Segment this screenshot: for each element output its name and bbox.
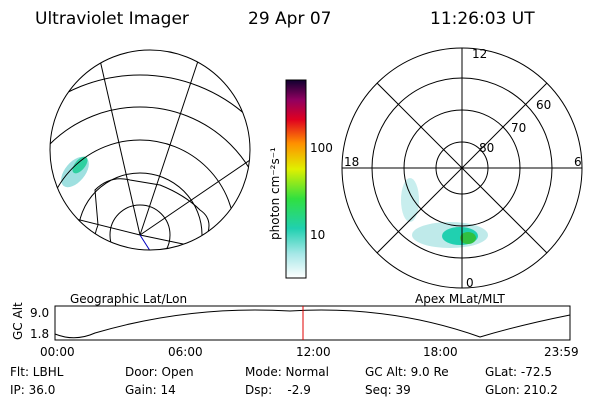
info-field: Door: Open <box>125 365 194 379</box>
mlt-label: 0 <box>466 276 474 290</box>
map-label: Geographic Lat/Lon <box>70 292 187 306</box>
map-label: Apex MLat/MLT <box>415 292 505 306</box>
colorbar-tick: 10 <box>310 228 325 242</box>
x-tick-label: 23:59 <box>544 345 579 359</box>
mlt-label: 18 <box>344 155 359 169</box>
info-field: Flt: LBHL <box>10 365 64 379</box>
y-tick-label: 1.8 <box>30 327 49 341</box>
mlt-label: 12 <box>472 47 487 61</box>
x-tick-label: 06:00 <box>168 345 203 359</box>
info-field: GLon: 210.2 <box>485 383 558 397</box>
colorbar-tick: 100 <box>310 141 333 155</box>
lat-label: 60 <box>536 98 551 112</box>
info-field: GLat: -72.5 <box>485 365 552 379</box>
info-field: Mode: Normal <box>245 365 329 379</box>
info-field: IP: 36.0 <box>10 383 55 397</box>
altitude-curve <box>54 309 571 339</box>
x-tick-label: 00:00 <box>40 345 75 359</box>
mlt-label: 6 <box>574 155 582 169</box>
colorbar <box>285 79 307 279</box>
info-panel: Flt: LBHL Door: Open Mode: Normal GC Alt: 9… <box>10 365 558 397</box>
time: 11:26:03 UT <box>430 9 535 29</box>
instrument: Ultraviolet Imager <box>35 9 189 29</box>
lat-label: 80 <box>479 141 494 155</box>
x-tick-label: 18:00 <box>423 345 458 359</box>
x-tick-label: 12:00 <box>296 345 331 359</box>
info-field: Seq: 39 <box>365 383 411 397</box>
colorbar-unit: photon cm⁻²s⁻¹ <box>268 147 282 240</box>
y-tick-label: 9.0 <box>30 306 49 320</box>
date: 29 Apr 07 <box>248 9 331 29</box>
info-field: Gain: 14 <box>125 383 176 397</box>
info-field: GC Alt: 9.0 Re <box>365 365 449 379</box>
geographic-map <box>50 50 250 250</box>
polar-map <box>341 47 583 289</box>
altitude-plot <box>54 305 571 341</box>
y-label: GC Alt <box>11 302 25 340</box>
lat-label: 70 <box>511 121 526 135</box>
info-field: Dsp: -2.9 <box>245 383 311 397</box>
